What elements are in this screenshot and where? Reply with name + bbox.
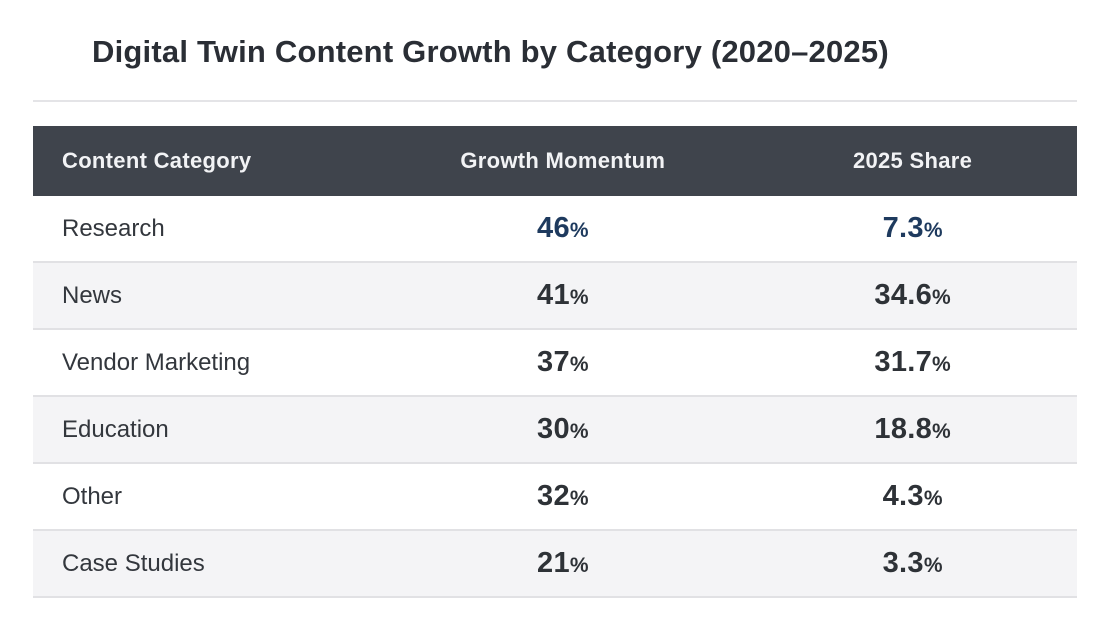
share-cell: 4.3% xyxy=(748,463,1077,531)
table-row-education: Education 30% 18.8% xyxy=(33,396,1077,464)
table-row-other: Other 32% 4.3% xyxy=(33,463,1077,531)
column-header-growth-momentum: Growth Momentum xyxy=(377,126,749,196)
share-cell: 34.6% xyxy=(748,262,1077,330)
share-cell: 31.7% xyxy=(748,329,1077,397)
category-cell: Education xyxy=(33,396,378,464)
category-cell: News xyxy=(33,262,378,330)
growth-value: 46 xyxy=(537,212,570,244)
table-body: Research 46% 7.3% News 41% 34.6% Vendor … xyxy=(33,196,1077,598)
share-cell: 3.3% xyxy=(748,530,1077,598)
category-cell: Vendor Marketing xyxy=(33,329,378,397)
growth-cell: 37% xyxy=(377,329,749,397)
percent-sign: % xyxy=(923,219,943,242)
share-value: 18.8 xyxy=(874,413,933,445)
header-row: Content Category Growth Momentum 2025 Sh… xyxy=(33,126,1077,196)
percent-sign: % xyxy=(569,554,589,577)
percent-sign: % xyxy=(932,353,951,376)
column-header-content-category: Content Category xyxy=(33,126,378,196)
share-value: 3.3 xyxy=(882,547,924,579)
growth-cell: 21% xyxy=(377,530,749,598)
table-row-vendor-marketing: Vendor Marketing 37% 31.7% xyxy=(33,329,1077,397)
growth-value: 37 xyxy=(537,346,570,378)
column-header-2025-share: 2025 Share xyxy=(748,126,1077,196)
percent-sign: % xyxy=(569,286,589,309)
page-title-rest: Content Growth by Category (2020–2025) xyxy=(266,34,889,69)
growth-value: 41 xyxy=(537,279,570,311)
growth-cell: 41% xyxy=(377,262,749,330)
percent-sign: % xyxy=(932,420,951,443)
content-growth-table: Content Category Growth Momentum 2025 Sh… xyxy=(33,126,1077,598)
growth-cell: 30% xyxy=(377,396,749,464)
share-cell: 18.8% xyxy=(748,396,1077,464)
share-value: 34.6 xyxy=(874,279,933,311)
table-header: Content Category Growth Momentum 2025 Sh… xyxy=(33,126,1077,196)
table-row-news: News 41% 34.6% xyxy=(33,262,1077,330)
percent-sign: % xyxy=(569,420,589,443)
growth-cell: 32% xyxy=(377,463,749,531)
share-value: 31.7 xyxy=(874,346,933,378)
page-title: Digital Twin Content Growth by Category … xyxy=(0,0,1111,70)
growth-value: 21 xyxy=(537,547,570,579)
percent-sign: % xyxy=(569,487,589,510)
percent-sign: % xyxy=(923,554,943,577)
growth-cell: 46% xyxy=(377,196,749,263)
percent-sign: % xyxy=(932,286,951,309)
category-cell: Other xyxy=(33,463,378,531)
share-cell: 7.3% xyxy=(748,196,1077,263)
category-cell: Research xyxy=(33,196,378,263)
percent-sign: % xyxy=(569,219,589,242)
growth-value: 32 xyxy=(537,480,570,512)
percent-sign: % xyxy=(923,487,943,510)
growth-value: 30 xyxy=(537,413,570,445)
page-title-emphasis: Digital Twin xyxy=(92,34,267,69)
category-cell: Case Studies xyxy=(33,530,378,598)
title-divider xyxy=(33,100,1077,102)
share-value: 7.3 xyxy=(882,212,924,244)
share-value: 4.3 xyxy=(882,480,924,512)
table-row-research: Research 46% 7.3% xyxy=(33,196,1077,263)
table-row-case-studies: Case Studies 21% 3.3% xyxy=(33,530,1077,598)
percent-sign: % xyxy=(569,353,589,376)
